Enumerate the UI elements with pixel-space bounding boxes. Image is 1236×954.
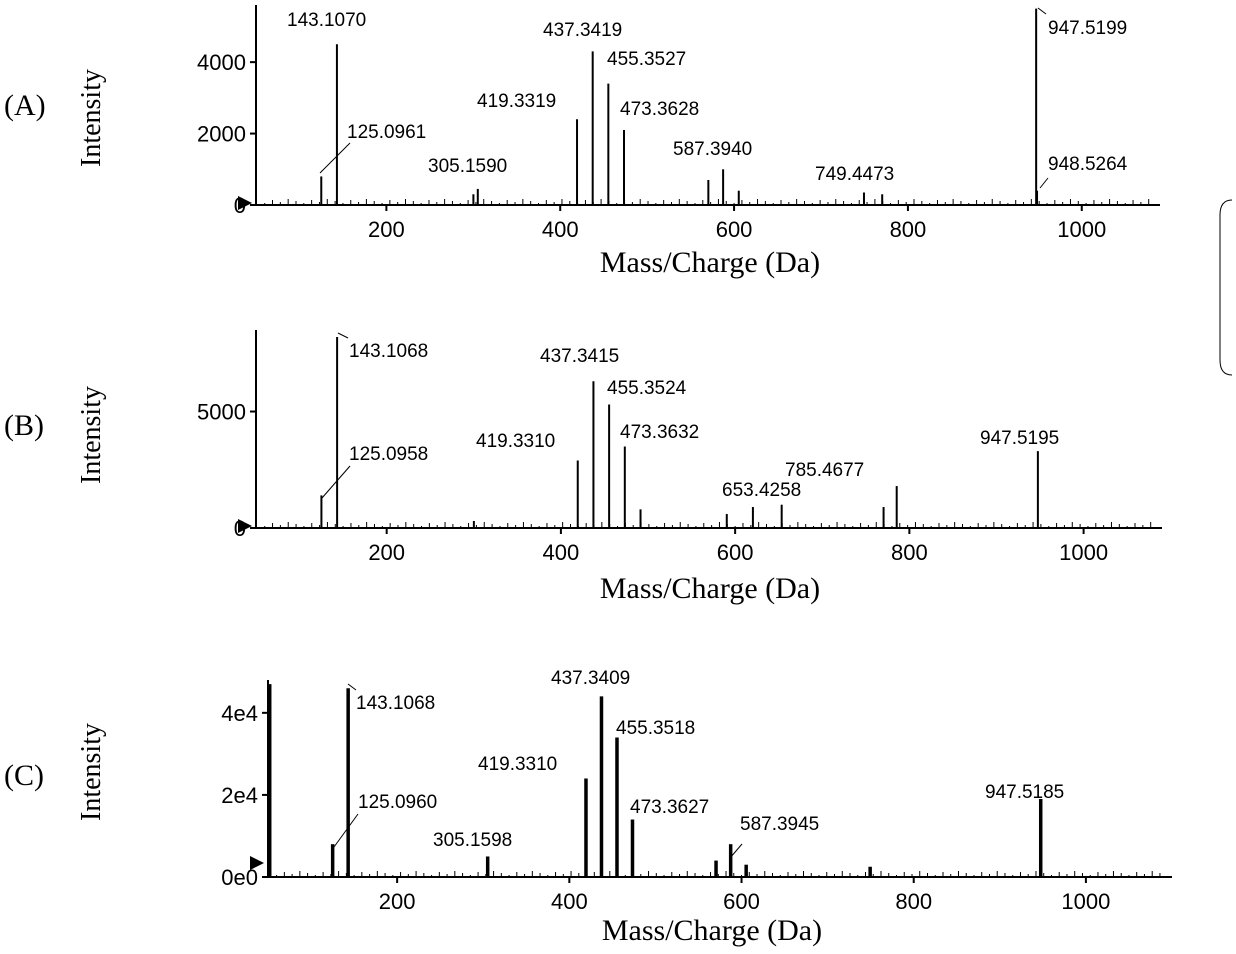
peak-leader-line	[333, 813, 359, 848]
baseline-noise	[276, 871, 1161, 877]
x-tick-label: 200	[368, 540, 405, 565]
panel-a-peak-labels: 125.0961 143.1070 305.1590 419.3319 437.3419…	[287, 7, 1128, 189]
peak-label: 143.1070	[287, 10, 366, 31]
peak-label: 947.5185	[985, 782, 1064, 803]
y-tick-label: 2e4	[221, 783, 258, 808]
panel-c-peak-labels: 125.0960 143.1068 305.1598 419.3310 437.3409…	[333, 668, 1064, 859]
side-bracket-icon	[1219, 199, 1233, 376]
x-tick-label: 800	[890, 217, 927, 242]
peak-label: 437.3409	[551, 668, 630, 689]
baseline-noise	[264, 199, 1150, 205]
panel-a-baseline-arrow-icon	[238, 196, 252, 210]
panel-a-x-axis-label: Mass/Charge (Da)	[600, 246, 820, 279]
x-tick-label: 400	[543, 540, 580, 565]
panel-a-label: (A)	[4, 89, 46, 122]
y-tick-label: 2000	[197, 122, 246, 147]
peak-label: 455.3527	[607, 49, 686, 70]
peak-leader-line	[319, 142, 351, 174]
peak-label: 947.5199	[1048, 18, 1127, 39]
peak-label: 419.3319	[477, 91, 556, 112]
panel-a-y-axis-label: Intensity	[76, 69, 107, 167]
panel-c-peaks	[267, 684, 1161, 877]
peak-label: 143.1068	[356, 693, 435, 714]
x-tick-label: 200	[368, 217, 405, 242]
x-tick-label: 200	[379, 889, 416, 914]
panel-c-ticks: 200 400 600 800 1000 0e0 2e4 4e4	[221, 701, 1110, 914]
x-tick-label: 600	[716, 217, 753, 242]
y-tick-label: 5000	[197, 400, 246, 425]
panel-b-baseline-arrow-icon	[238, 519, 252, 533]
peak-label: 455.3518	[616, 718, 695, 739]
peak-label: 419.3310	[478, 754, 557, 775]
x-tick-label: 800	[891, 540, 928, 565]
y-tick-label: 0e0	[221, 865, 258, 890]
peak-label: 143.1068	[349, 341, 428, 362]
peak-leader-line	[729, 843, 743, 859]
y-tick-label: 0	[234, 193, 246, 218]
peak-leader-line	[347, 683, 357, 691]
peak-label: 125.0961	[347, 122, 426, 143]
peak-label: 473.3627	[630, 797, 709, 818]
y-tick-label: 4e4	[221, 701, 258, 726]
peak-label: 437.3415	[540, 346, 619, 367]
peak-label: 419.3310	[476, 431, 555, 452]
panel-a-ticks: 200 400 600 800 1000 0 2000 4000	[197, 50, 1106, 242]
baseline-noise	[264, 522, 1152, 528]
y-tick-label: 4000	[197, 50, 246, 75]
panel-b-peaks	[264, 336, 1152, 528]
x-tick-label: 400	[542, 217, 579, 242]
peak-label: 305.1598	[433, 830, 512, 851]
x-tick-label: 1000	[1057, 217, 1106, 242]
x-tick-label: 600	[717, 540, 754, 565]
peak-leader-line	[1039, 177, 1049, 189]
x-tick-label: 1000	[1061, 889, 1110, 914]
panel-a-peaks	[264, 8, 1150, 205]
panel-b-peak-labels: 125.0958 143.1068 419.3310 437.3415 455.3524…	[321, 332, 1059, 501]
peak-label: 455.3524	[607, 378, 687, 399]
x-tick-label: 800	[895, 889, 932, 914]
panel-b-label: (B)	[4, 409, 44, 442]
peak-label: 473.3628	[620, 99, 699, 120]
peak-label: 305.1590	[428, 156, 507, 177]
x-tick-label: 600	[723, 889, 760, 914]
peak-label: 785.4677	[785, 460, 864, 481]
panel-c-y-axis-label: Intensity	[76, 723, 107, 821]
panel-b-y-axis-label: Intensity	[76, 386, 107, 484]
peak-label: 587.3940	[673, 139, 752, 160]
peak-leader-line	[1037, 7, 1047, 15]
panel-c: (C) Intensity Mass/Charge (Da) 125.09601…	[4, 668, 1172, 947]
panel-c-label: (C)	[4, 759, 44, 792]
peak-leader-line	[321, 465, 351, 499]
panel-b-x-axis-label: Mass/Charge (Da)	[600, 572, 820, 605]
peak-label: 125.0958	[349, 444, 428, 465]
peak-label: 947.5195	[980, 428, 1059, 449]
peak-label: 473.3632	[620, 422, 699, 443]
peak-label: 653.4258	[722, 480, 801, 501]
peak-label: 749.4473	[815, 164, 894, 185]
panel-b-ticks: 200 400 600 800 1000 0 5000	[197, 400, 1108, 565]
peak-leader-line	[337, 332, 349, 339]
peak-label: 437.3419	[543, 20, 622, 41]
panel-a: (A) Intensity Mass/Charge (Da) 125.09611…	[4, 5, 1160, 279]
peak-label: 948.5264	[1048, 154, 1128, 175]
peak-label: 125.0960	[358, 792, 437, 813]
peak-label: 587.3945	[740, 814, 819, 835]
x-tick-label: 1000	[1059, 540, 1108, 565]
x-tick-label: 400	[551, 889, 588, 914]
panel-b: (B) Intensity Mass/Charge (Da) 125.09581…	[4, 330, 1162, 605]
y-tick-label: 0	[234, 516, 246, 541]
panel-c-x-axis-label: Mass/Charge (Da)	[602, 914, 822, 947]
panel-c-baseline-arrow-icon	[250, 856, 264, 870]
